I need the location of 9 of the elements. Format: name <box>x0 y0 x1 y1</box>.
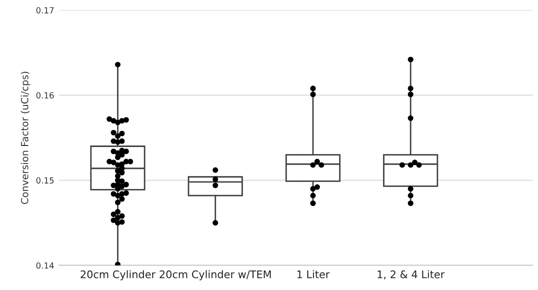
y-axis-title: Conversion Factor (uCi/cps) <box>20 72 30 204</box>
x-tick-label: 1, 2 & 4 Liter <box>378 270 445 280</box>
x-tick-label: 20cm Cylinder w/TEM <box>160 270 271 280</box>
x-tick-label: 1 Liter <box>297 270 330 278</box>
x-tick-label: 20cm Cylinder <box>80 270 156 280</box>
y-tick-label: 0.14 <box>36 262 54 269</box>
y-tick-label: 0.16 <box>36 92 54 98</box>
y-tick-label: 0.17 <box>36 7 54 14</box>
y-tick-label: 0.15 <box>36 177 54 184</box>
